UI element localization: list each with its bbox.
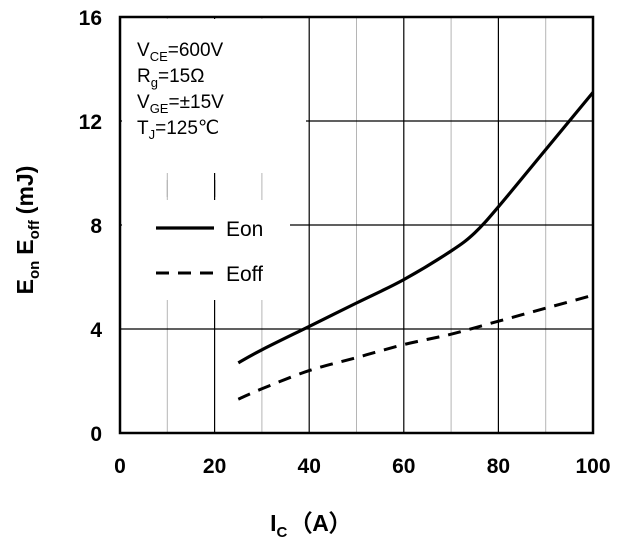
condition-line: TJ=125℃ <box>137 118 219 142</box>
legend-eoff-label: Eoff <box>226 263 263 286</box>
legend-eon-label: Eon <box>226 218 263 241</box>
x-tick-label: 100 <box>575 455 610 478</box>
y-tick-label: 8 <box>90 215 102 238</box>
y-tick-label: 0 <box>90 423 102 446</box>
annotation-background <box>122 19 306 300</box>
conditions-box <box>122 19 306 173</box>
condition-line: VCE=600V <box>137 40 224 64</box>
y-tick-label: 4 <box>90 319 102 342</box>
series-eon-line <box>237 91 595 365</box>
legend: Eon Eoff <box>156 218 263 286</box>
legend-box <box>122 200 290 300</box>
x-tick-labels: 0 20 40 60 80 100 <box>114 455 610 478</box>
x-tick-label: 0 <box>114 455 126 478</box>
y-tick-label: 12 <box>79 111 102 134</box>
plot-border <box>118 15 595 435</box>
y-tick-label: 16 <box>79 7 102 30</box>
x-tick-label: 60 <box>392 455 415 478</box>
condition-line: Rg=15Ω <box>137 66 204 90</box>
x-axis-label: IC（A） <box>270 510 352 541</box>
series-eoff-line <box>237 293 594 401</box>
x-tick-label: 80 <box>487 455 510 478</box>
x-tick-label: 20 <box>203 455 226 478</box>
y-tick-labels: 0 4 8 12 16 <box>79 7 103 446</box>
plot-frame <box>118 15 595 435</box>
series-layer <box>237 91 595 401</box>
y-axis-label: EonEoff(mJ) <box>12 166 43 295</box>
condition-line: VGE=±15V <box>137 92 224 116</box>
x-tick-label: 40 <box>298 455 321 478</box>
